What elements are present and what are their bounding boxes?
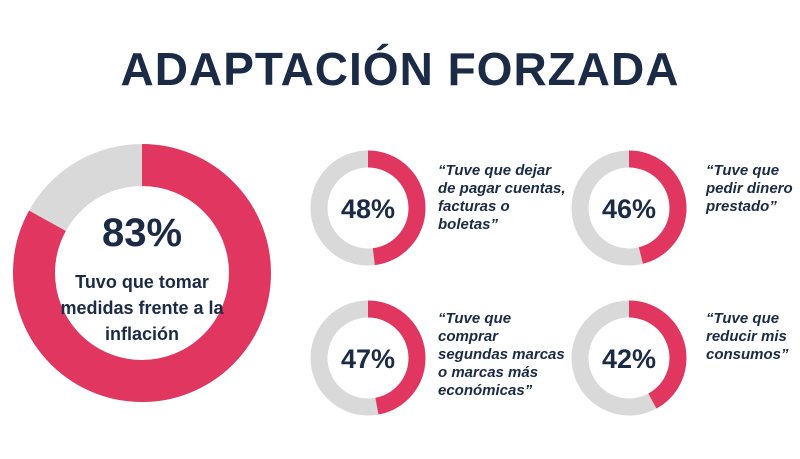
donut-chart-3 [310,300,426,416]
item-3-percent: 47% [340,344,396,374]
item-4-percent: 42% [601,344,657,374]
item-1-quote: “Tuve que dejar de pagar cuentas, factur… [438,162,566,233]
item-1-percent: 48% [340,194,396,224]
donut-value-slice [571,300,687,416]
donut-chart-2 [571,150,687,266]
main-percent: 83% [101,211,183,255]
main-center: 83% Tuvo que tomar medidas frente a la i… [12,213,272,347]
page-title: ADAPTACIÓN FORZADA [120,43,680,95]
item-3-quote: “Tuve que comprar segundas marcas o marc… [438,310,565,399]
donut-chart-4 [571,300,687,416]
donut-value-slice [571,150,687,266]
main-label: Tuvo que tomar medidas frente a la infla… [60,272,224,344]
donut-value-slice [13,144,271,402]
item-2-percent: 46% [601,194,657,224]
donut-chart-main [13,144,271,402]
donut-value-slice [310,150,426,266]
item-2-quote: “Tuve que pedir dinero prestado” [706,162,793,215]
donut-chart-1 [310,150,426,266]
item-4-quote: “Tuve que reducir mis consumos” [706,310,789,363]
donut-value-slice [310,300,426,416]
